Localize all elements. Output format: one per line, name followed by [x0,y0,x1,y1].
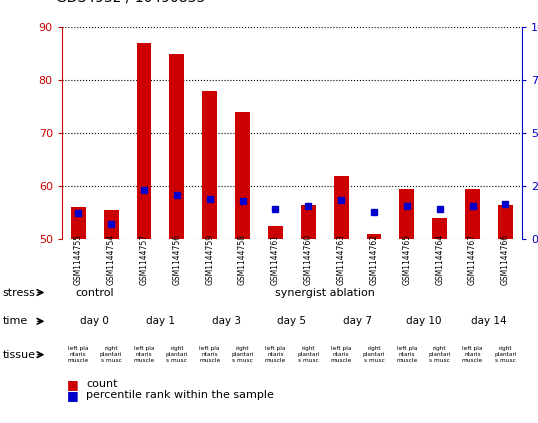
Text: day 14: day 14 [471,316,507,326]
Bar [104,210,118,239]
Text: right
plantari
s musc: right plantari s musc [231,346,254,363]
Text: day 7: day 7 [343,316,372,326]
Bar [137,44,151,239]
Bar [268,226,283,239]
Text: synergist ablation: synergist ablation [275,288,374,297]
Text: day 1: day 1 [146,316,175,326]
Text: GSM1144759: GSM1144759 [205,233,214,285]
Text: day 10: day 10 [406,316,441,326]
Text: right
plantari
s musc: right plantari s musc [297,346,320,363]
Bar [498,205,513,239]
Bar [301,205,316,239]
Bar [433,218,447,239]
Text: time: time [3,316,28,326]
Text: GSM1144765: GSM1144765 [402,233,412,285]
Text: GSM1144761: GSM1144761 [271,233,280,285]
Bar [202,91,217,239]
Text: GSM1144767: GSM1144767 [468,233,477,285]
Bar [465,189,480,239]
Text: GSM1144754: GSM1144754 [107,233,116,285]
Text: left pla
ntaris
muscle: left pla ntaris muscle [462,346,483,363]
Text: left pla
ntaris
muscle: left pla ntaris muscle [397,346,417,363]
Text: ■: ■ [67,378,79,390]
Text: right
plantari
s musc: right plantari s musc [494,346,516,363]
Bar [334,176,349,239]
Text: GDS4932 / 10490833: GDS4932 / 10490833 [56,0,206,4]
Text: control: control [75,288,114,297]
Text: left pla
ntaris
muscle: left pla ntaris muscle [265,346,286,363]
Bar [71,207,86,239]
Text: right
plantari
s musc: right plantari s musc [428,346,451,363]
Text: percentile rank within the sample: percentile rank within the sample [86,390,274,400]
Text: GSM1144763: GSM1144763 [337,233,345,285]
Text: count: count [86,379,118,389]
Text: GSM1144760: GSM1144760 [304,233,313,285]
Text: GSM1144762: GSM1144762 [370,233,379,285]
Text: right
plantari
s musc: right plantari s musc [166,346,188,363]
Text: GSM1144757: GSM1144757 [139,233,148,285]
Text: stress: stress [3,288,36,297]
Text: GSM1144766: GSM1144766 [501,233,510,285]
Text: left pla
ntaris
muscle: left pla ntaris muscle [68,346,89,363]
Text: right
plantari
s musc: right plantari s musc [100,346,123,363]
Text: day 5: day 5 [278,316,306,326]
Text: left pla
ntaris
muscle: left pla ntaris muscle [199,346,221,363]
Text: ■: ■ [67,389,79,401]
Text: GSM1144764: GSM1144764 [435,233,444,285]
Text: GSM1144755: GSM1144755 [74,233,83,285]
Bar [169,54,184,239]
Bar [366,234,381,239]
Text: day 0: day 0 [80,316,109,326]
Text: left pla
ntaris
muscle: left pla ntaris muscle [133,346,154,363]
Text: left pla
ntaris
muscle: left pla ntaris muscle [330,346,352,363]
Text: right
plantari
s musc: right plantari s musc [363,346,385,363]
Text: tissue: tissue [3,350,36,360]
Text: GSM1144758: GSM1144758 [238,233,247,285]
Text: GSM1144756: GSM1144756 [172,233,181,285]
Bar [400,189,414,239]
Text: day 3: day 3 [211,316,240,326]
Bar [235,112,250,239]
